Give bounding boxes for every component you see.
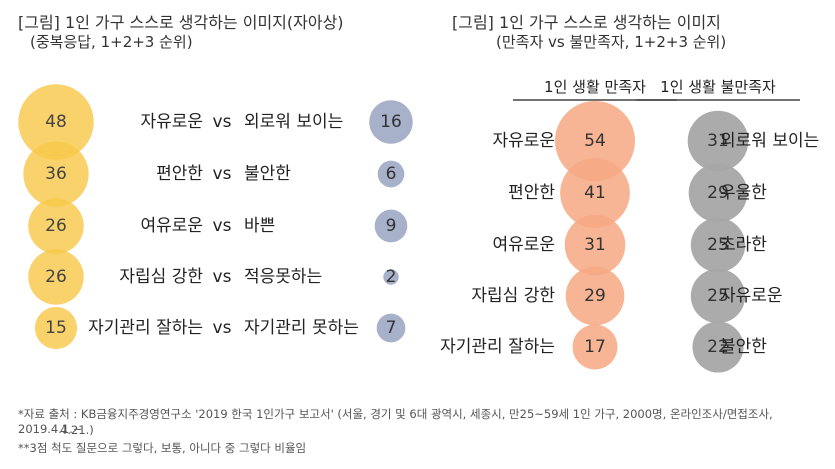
dissatisfied-trait-label: 불안한 bbox=[720, 337, 767, 357]
dissatisfied-trait-label: 초라한 bbox=[720, 235, 767, 255]
footnote-scale: **3점 척도 질문으로 그렇다, 보통, 아니다 중 그렇다 비율임 bbox=[18, 440, 306, 456]
vs-label: vs bbox=[213, 267, 232, 287]
positive-trait-label: 자유로운 bbox=[140, 112, 203, 132]
satisfied-trait-label: 여유로운 bbox=[492, 235, 555, 255]
satisfied-header: 1인 생활 만족자 bbox=[544, 78, 646, 96]
satisfied-trait-label: 자유로운 bbox=[492, 131, 555, 151]
negative-value-label: 16 bbox=[380, 112, 402, 132]
footnote-source-cont: 4.21.) bbox=[60, 423, 94, 437]
satisfied-value-label: 54 bbox=[584, 131, 606, 151]
negative-value-label: 2 bbox=[386, 267, 397, 287]
positive-value-label: 15 bbox=[45, 318, 67, 338]
dissatisfied-trait-label: 우울한 bbox=[720, 183, 767, 203]
satisfied-value-label: 31 bbox=[584, 235, 606, 255]
vs-label: vs bbox=[213, 164, 232, 184]
positive-value-label: 48 bbox=[45, 112, 67, 132]
negative-trait-label: 외로워 보이는 bbox=[244, 112, 343, 132]
negative-trait-label: 자기관리 못하는 bbox=[244, 318, 359, 338]
footnote-source: *자료 출처 : KB금융지주경영연구소 '2019 한국 1인가구 보고서' … bbox=[18, 406, 835, 436]
negative-trait-label: 적응못하는 bbox=[244, 267, 322, 287]
negative-value-label: 9 bbox=[386, 216, 397, 236]
vs-label: vs bbox=[213, 112, 232, 132]
negative-trait-label: 불안한 bbox=[244, 164, 291, 184]
satisfied-trait-label: 자기관리 잘하는 bbox=[440, 337, 555, 357]
negative-trait-label: 바쁜 bbox=[244, 216, 275, 236]
satisfied-value-label: 29 bbox=[584, 286, 606, 306]
satisfied-value-label: 17 bbox=[584, 337, 606, 357]
positive-value-label: 26 bbox=[45, 216, 67, 236]
vs-label: vs bbox=[213, 216, 232, 236]
positive-value-label: 26 bbox=[45, 267, 67, 287]
positive-trait-label: 자기관리 잘하는 bbox=[88, 318, 203, 338]
positive-trait-label: 편안한 bbox=[156, 164, 203, 184]
dissatisfied-trait-label: 자유로운 bbox=[720, 286, 783, 306]
positive-trait-label: 여유로운 bbox=[140, 216, 203, 236]
vs-label: vs bbox=[213, 318, 232, 338]
satisfied-trait-label: 편안한 bbox=[508, 183, 555, 203]
negative-value-label: 7 bbox=[386, 318, 397, 338]
positive-trait-label: 자립심 강한 bbox=[119, 267, 203, 287]
dissatisfied-header: 1인 생활 불만족자 bbox=[660, 78, 776, 96]
dissatisfied-trait-label: 외로워 보이는 bbox=[720, 131, 819, 151]
satisfied-value-label: 41 bbox=[584, 183, 606, 203]
satisfied-trait-label: 자립심 강한 bbox=[471, 286, 555, 306]
negative-value-label: 6 bbox=[386, 164, 397, 184]
positive-value-label: 36 bbox=[45, 164, 67, 184]
